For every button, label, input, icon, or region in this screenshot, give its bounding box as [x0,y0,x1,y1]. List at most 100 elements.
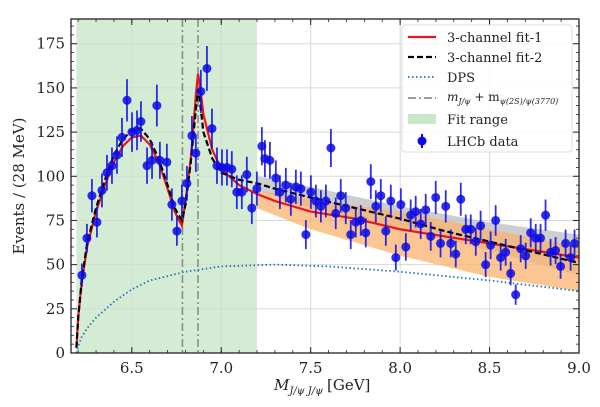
y-tick-label: 0 [55,344,65,362]
data-point [306,175,316,210]
data-marker [336,191,346,201]
x-tick-label: 8.0 [388,359,412,377]
data-marker [481,260,491,270]
y-tick-label: 75 [46,211,65,229]
data-marker [162,157,172,167]
data-marker [77,270,87,280]
data-marker [202,63,212,73]
data-point [446,229,456,258]
data-point [411,195,421,228]
data-point [566,244,576,271]
data-marker [306,187,316,197]
data-point [207,108,217,149]
data-point [436,229,446,258]
data-point [92,207,102,238]
data-marker [501,247,511,257]
data-marker [155,155,165,165]
legend-entry-fit1: 3-channel fit-1 [408,31,542,46]
data-point [421,193,431,226]
data-marker [265,155,275,165]
data-marker [117,132,127,142]
data-marker [486,240,496,250]
data-marker [356,215,366,225]
data-point [466,214,476,245]
data-point [167,188,177,221]
data-point [147,141,157,179]
data-point [521,242,531,269]
data-point [341,192,351,225]
data-marker [421,205,431,215]
y-tick-label: 100 [36,167,65,185]
data-point [426,222,436,251]
data-point [551,237,561,264]
data-marker [371,201,381,211]
x-tick-label: 7.5 [299,359,323,377]
data-point [117,117,127,157]
data-marker [456,194,466,204]
data-marker [331,208,341,218]
data-marker [92,217,102,227]
data-marker [476,221,486,231]
data-point [451,240,461,268]
legend-fit1-label: 3-channel fit-1 [447,31,542,46]
data-point [177,184,187,218]
data-marker [247,203,257,213]
data-point [541,199,551,231]
data-point [516,235,526,263]
data-marker [187,131,197,141]
data-point [561,229,571,258]
data-marker [252,184,262,194]
data-point [481,252,491,278]
data-point [416,208,426,240]
data-point [286,182,296,216]
data-marker [112,150,122,160]
y-tick-label: 125 [36,123,65,141]
data-marker [401,242,411,252]
fit2-curve [75,89,580,348]
data-marker [386,196,396,206]
data-marker [416,219,426,229]
data-point [386,184,396,218]
data-marker [182,178,192,188]
data-marker [326,143,336,153]
data-point [112,136,122,174]
data-marker [551,246,561,256]
data-point [376,179,386,213]
data-marker [87,191,97,201]
data-marker [426,231,436,241]
legend-frame [401,24,573,153]
data-marker [396,200,406,210]
data-point [501,238,511,266]
data-point [506,261,516,286]
data-marker [521,251,531,261]
y-tick-label: 25 [46,300,65,318]
data-marker [441,201,451,211]
data-point [366,164,376,199]
data-marker [566,253,576,263]
data-marker [346,230,356,240]
data-marker [242,170,252,180]
data-point [182,166,192,201]
data-marker [466,224,476,234]
data-point [381,216,391,246]
data-point [570,229,580,258]
data-marker [196,86,206,96]
data-point [511,284,521,305]
legend-entry-data: LHCb data [417,134,519,150]
legend-data-label: LHCb data [447,135,519,150]
legend-dps-label: DPS [447,71,475,86]
data-marker [436,238,446,248]
data-marker [391,253,401,263]
data-marker [107,161,117,171]
x-tick-label: 8.5 [478,359,502,377]
data-point [356,205,366,236]
data-point [471,227,481,256]
x-tick-label: 7.0 [209,359,233,377]
x-tick-label: 9.0 [567,359,591,377]
data-marker [296,184,306,194]
data-point [456,182,466,216]
data-point [155,141,165,179]
data-point [247,192,257,225]
legend-entry-fit2: 3-channel fit-2 [408,51,542,66]
data-marker [136,116,146,126]
